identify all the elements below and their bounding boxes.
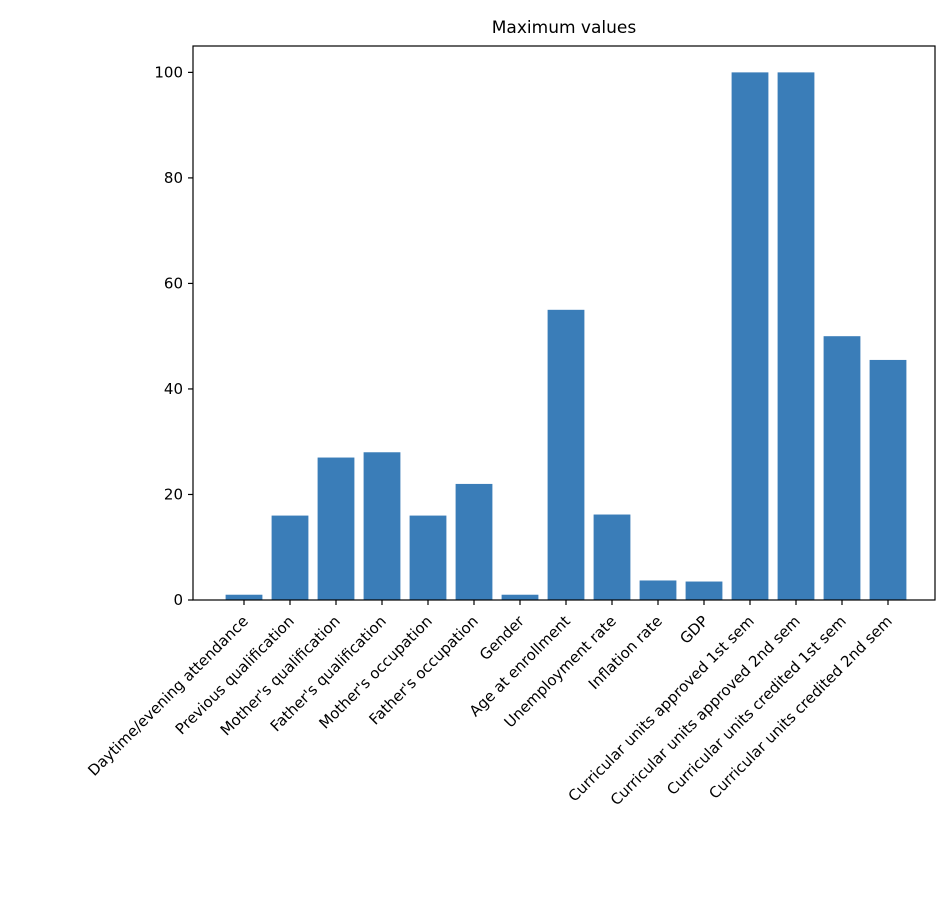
bar <box>271 515 309 600</box>
y-tick-label: 40 <box>164 380 183 398</box>
bar <box>409 515 447 600</box>
bar <box>823 336 861 600</box>
bar <box>869 359 907 600</box>
x-tick-label: GDP <box>676 612 712 648</box>
bar <box>593 514 631 600</box>
y-tick-label: 20 <box>164 485 183 503</box>
bar <box>639 580 677 600</box>
y-tick-label: 0 <box>173 591 183 609</box>
bar <box>225 594 263 600</box>
plot-frame <box>192 45 936 601</box>
y-axis: 0 20 40 60 80 100 <box>154 63 193 609</box>
bar <box>777 72 815 600</box>
y-tick-label: 60 <box>164 274 183 292</box>
bar <box>455 483 493 600</box>
bars-group <box>225 72 907 600</box>
bar <box>731 72 769 600</box>
bar <box>317 457 355 600</box>
bar <box>685 581 723 600</box>
bar <box>363 452 401 600</box>
y-tick-label: 100 <box>154 63 183 81</box>
y-tick-label: 80 <box>164 169 183 187</box>
chart-title: Maximum values <box>492 18 637 38</box>
bar <box>501 594 539 600</box>
bar <box>547 309 585 600</box>
